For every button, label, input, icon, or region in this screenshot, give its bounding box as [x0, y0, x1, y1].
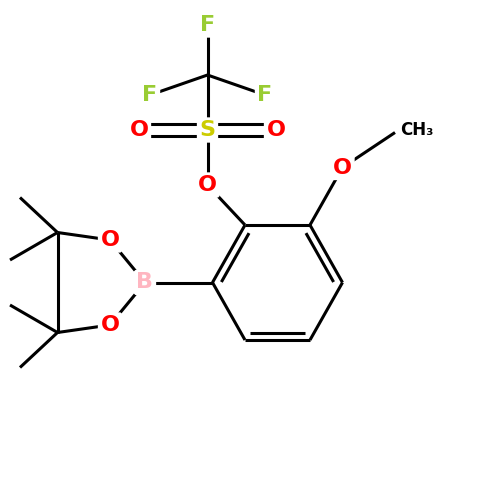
Text: F: F	[142, 85, 158, 105]
Text: S: S	[200, 120, 216, 140]
Text: B: B	[136, 272, 154, 292]
Text: CH₃: CH₃	[400, 121, 434, 139]
Text: O: O	[100, 230, 119, 250]
Text: F: F	[200, 15, 215, 35]
Text: O: O	[333, 158, 352, 178]
Text: O: O	[130, 120, 148, 140]
Text: O: O	[100, 315, 119, 335]
Text: O: O	[266, 120, 285, 140]
Text: F: F	[258, 85, 272, 105]
Text: O: O	[198, 175, 217, 195]
